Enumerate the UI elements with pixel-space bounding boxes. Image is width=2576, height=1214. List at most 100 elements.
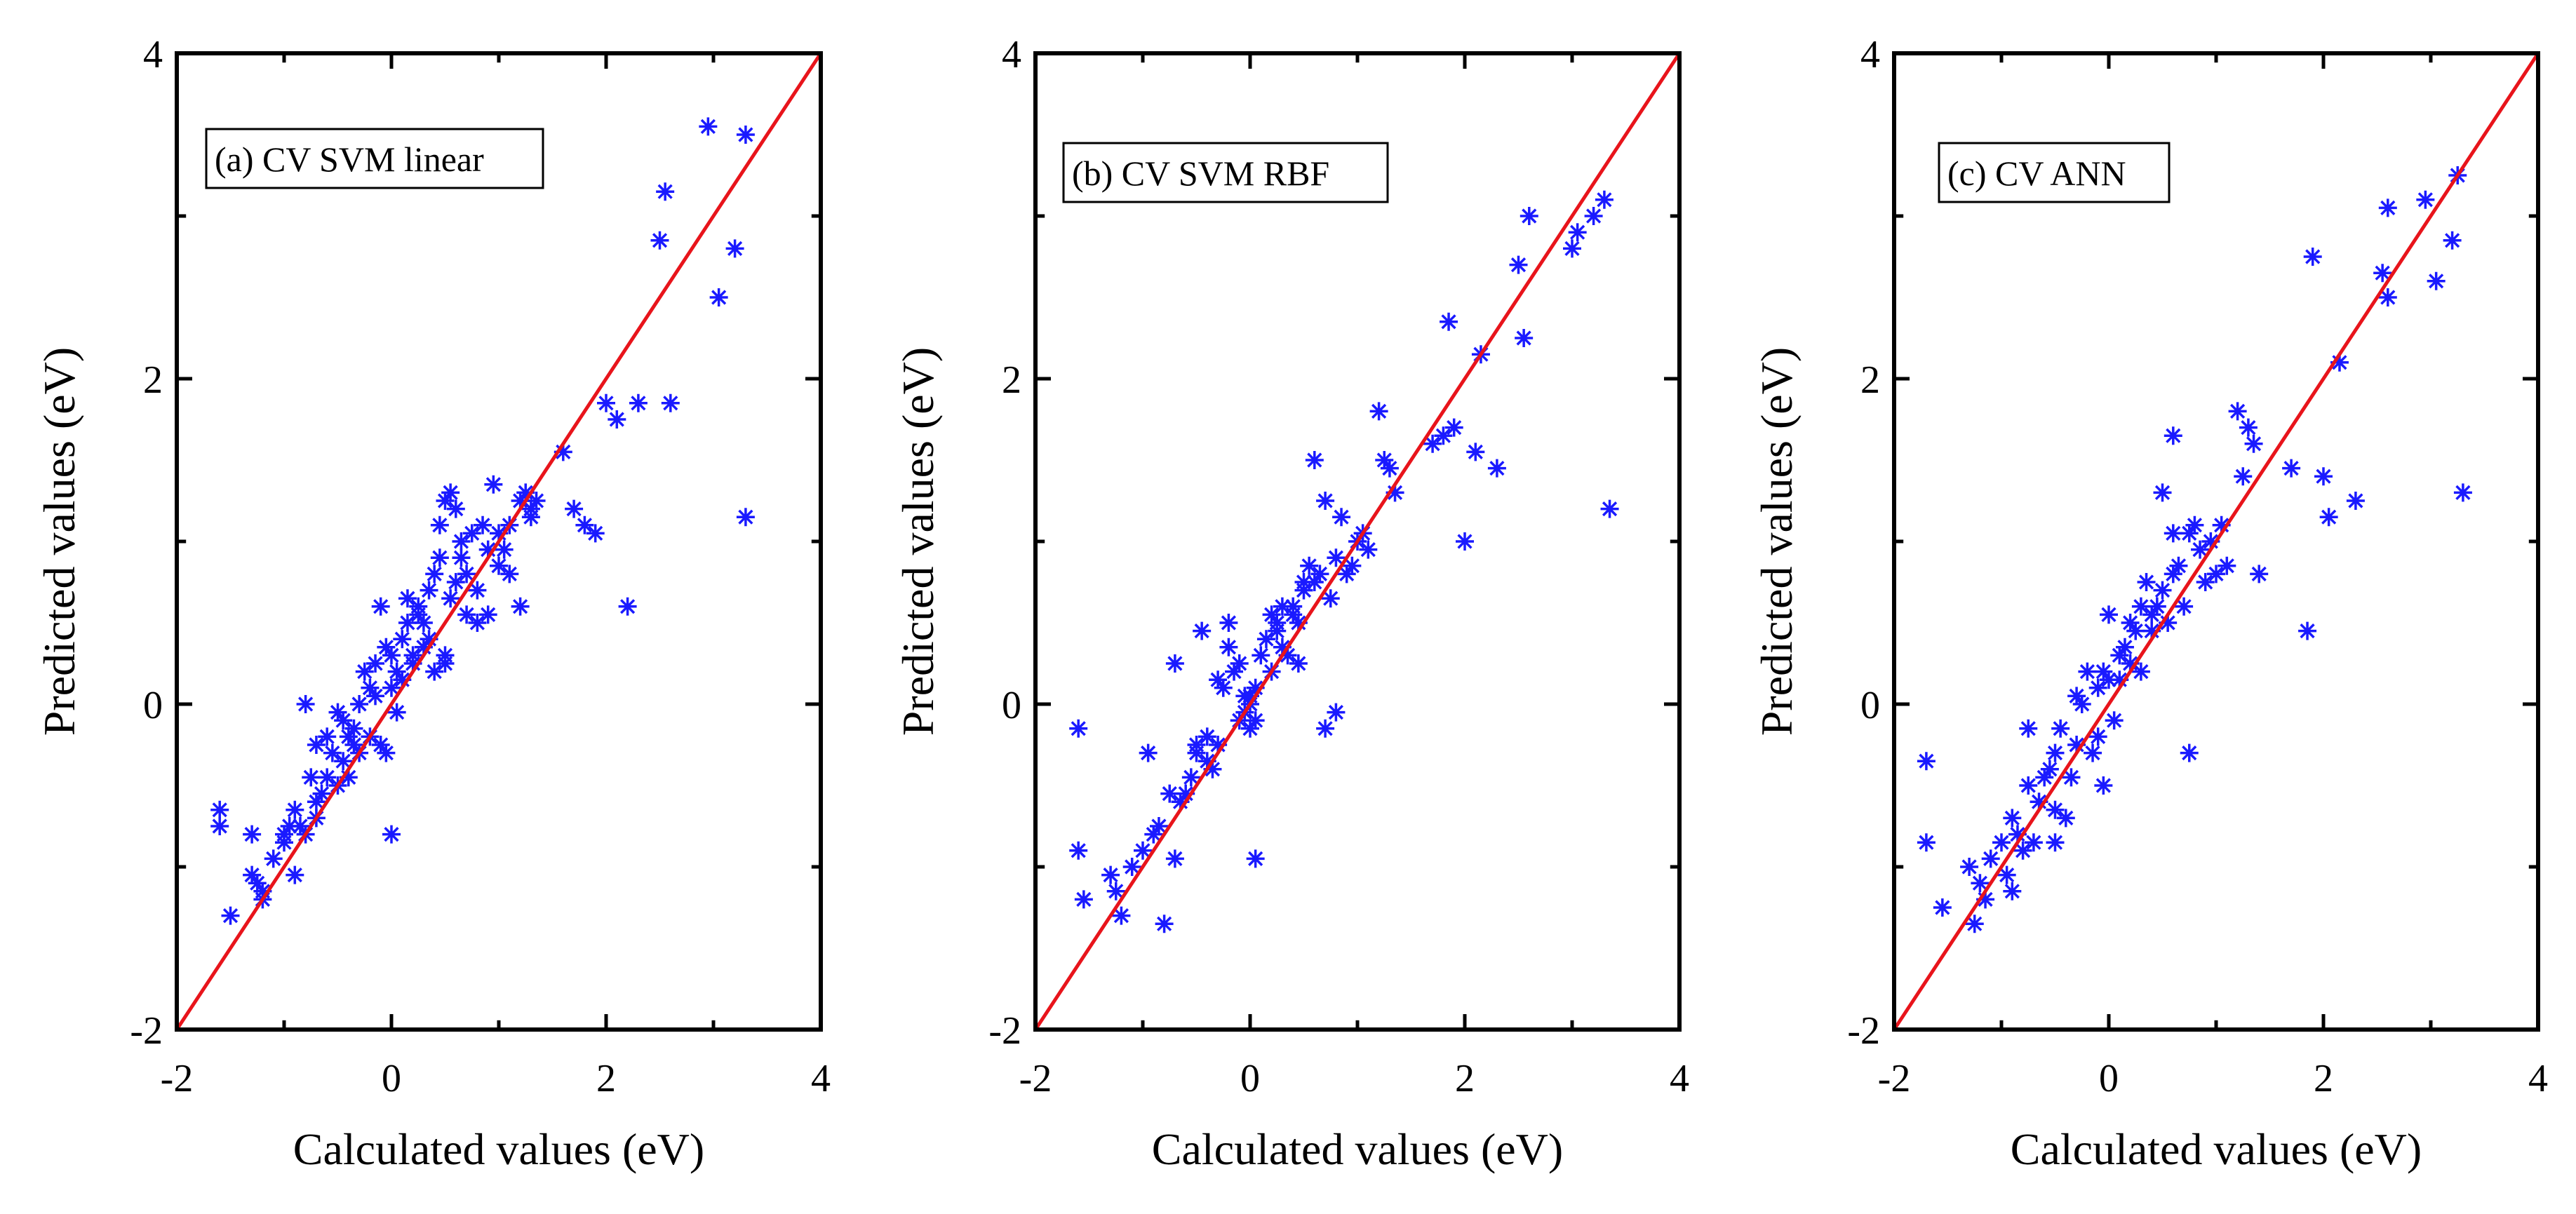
data-point-a-45 bbox=[382, 825, 401, 844]
data-point-a-87 bbox=[516, 483, 535, 502]
scatter-points-a bbox=[210, 117, 755, 925]
panel-b-svm-rbf: (b) CV SVM RBF -2 0 2 4 -2 0 2 4 Calcula… bbox=[893, 33, 1689, 1174]
data-point-a-42 bbox=[377, 743, 396, 762]
data-point-c-25 bbox=[2067, 687, 2086, 706]
data-point-a-97 bbox=[618, 597, 637, 616]
data-point-a-23 bbox=[318, 727, 337, 746]
data-point-a-14 bbox=[290, 817, 309, 835]
data-point-c-14 bbox=[2019, 776, 2038, 795]
data-point-c-86 bbox=[2046, 833, 2065, 852]
data-point-b-75 bbox=[1509, 255, 1528, 274]
data-point-a-32 bbox=[344, 719, 363, 738]
data-point-b-27 bbox=[1219, 638, 1238, 656]
x-axis-label-a: Calculated values (eV) bbox=[293, 1124, 704, 1174]
data-point-c-17 bbox=[2035, 768, 2054, 787]
y-tick-c-0: -2 bbox=[1847, 1009, 1880, 1053]
data-point-a-78 bbox=[478, 605, 497, 624]
y-tick-a-1: 0 bbox=[143, 684, 163, 727]
data-point-c-80 bbox=[2453, 483, 2472, 502]
data-point-c-8 bbox=[1992, 833, 2011, 852]
data-point-b-44 bbox=[1278, 646, 1297, 665]
data-point-a-89 bbox=[521, 508, 540, 527]
data-point-b-36 bbox=[1246, 849, 1265, 868]
data-point-b-43 bbox=[1273, 597, 1292, 616]
data-point-a-72 bbox=[457, 605, 476, 624]
data-point-b-71 bbox=[1456, 532, 1474, 551]
data-point-a-99 bbox=[650, 231, 669, 250]
data-point-c-5 bbox=[1971, 874, 1990, 893]
data-point-c-54 bbox=[2185, 515, 2204, 534]
data-point-a-77 bbox=[478, 540, 497, 559]
data-point-c-63 bbox=[2239, 418, 2258, 437]
y-tick-b-1: 0 bbox=[1002, 684, 1021, 727]
data-point-c-81 bbox=[2019, 719, 2038, 738]
reference-line-b bbox=[1035, 53, 1679, 1030]
data-point-c-18 bbox=[2040, 760, 2059, 778]
data-point-c-44 bbox=[2142, 605, 2161, 624]
data-point-c-68 bbox=[2303, 248, 2322, 266]
data-point-a-43 bbox=[382, 678, 401, 697]
data-point-c-21 bbox=[2051, 719, 2070, 738]
data-point-c-37 bbox=[2115, 638, 2134, 656]
data-point-b-62 bbox=[1359, 540, 1378, 559]
x-tick-c-2: 2 bbox=[2314, 1057, 2333, 1100]
data-point-c-30 bbox=[2088, 727, 2107, 746]
data-point-a-107 bbox=[398, 589, 417, 608]
scatter-points-b bbox=[1069, 190, 1619, 933]
data-point-a-5 bbox=[248, 874, 267, 893]
legend-label-a: (a) CV SVM linear bbox=[215, 140, 484, 179]
data-point-b-38 bbox=[1256, 630, 1275, 649]
data-point-c-26 bbox=[2072, 695, 2091, 713]
x-tick-a-1: 0 bbox=[382, 1057, 401, 1100]
data-point-b-88 bbox=[1327, 703, 1346, 722]
data-point-a-105 bbox=[736, 126, 755, 144]
data-point-a-102 bbox=[699, 117, 718, 136]
data-point-a-71 bbox=[457, 565, 476, 584]
legend-label-b: (b) CV SVM RBF bbox=[1072, 154, 1329, 193]
data-point-c-47 bbox=[2153, 483, 2172, 502]
reference-line-c bbox=[1894, 53, 2538, 1030]
data-point-c-11 bbox=[2003, 882, 2022, 901]
data-point-a-24 bbox=[323, 743, 342, 762]
data-point-b-55 bbox=[1321, 589, 1340, 608]
data-point-b-77 bbox=[1520, 207, 1538, 225]
data-point-c-39 bbox=[2121, 614, 2140, 632]
data-point-c-85 bbox=[2142, 621, 2161, 640]
data-point-b-13 bbox=[1165, 849, 1184, 868]
data-point-c-60 bbox=[2218, 556, 2236, 575]
legend-box-a: (a) CV SVM linear bbox=[205, 128, 544, 189]
data-point-a-22 bbox=[318, 768, 337, 787]
data-point-b-46 bbox=[1284, 605, 1303, 624]
data-point-b-63 bbox=[1369, 402, 1388, 421]
data-point-b-1 bbox=[1069, 841, 1088, 860]
data-point-a-65 bbox=[441, 483, 460, 502]
data-point-a-10 bbox=[275, 833, 293, 852]
data-point-c-62 bbox=[2234, 467, 2253, 486]
data-point-a-70 bbox=[452, 532, 471, 551]
data-point-b-21 bbox=[1198, 727, 1216, 746]
data-point-b-79 bbox=[1568, 223, 1587, 242]
data-point-a-106 bbox=[736, 508, 755, 527]
data-point-b-24 bbox=[1209, 670, 1228, 689]
data-point-c-19 bbox=[2046, 743, 2065, 762]
data-point-a-59 bbox=[425, 662, 444, 681]
data-point-c-53 bbox=[2180, 524, 2199, 543]
y-tick-a-0: -2 bbox=[130, 1009, 163, 1053]
x-tick-a-0: -2 bbox=[161, 1057, 194, 1100]
data-point-a-94 bbox=[586, 524, 605, 543]
data-point-b-70 bbox=[1444, 418, 1463, 437]
data-point-b-11 bbox=[1155, 915, 1174, 933]
data-point-a-16 bbox=[296, 695, 315, 713]
data-point-a-27 bbox=[334, 711, 353, 730]
x-axis-label-b: Calculated values (eV) bbox=[1152, 1124, 1563, 1174]
data-point-b-64 bbox=[1375, 451, 1394, 469]
data-point-c-45 bbox=[2147, 597, 2166, 616]
data-point-a-18 bbox=[307, 736, 326, 754]
y-tick-c-2: 2 bbox=[1860, 358, 1880, 402]
y-tick-b-3: 4 bbox=[1002, 33, 1021, 76]
data-point-b-47 bbox=[1289, 614, 1308, 632]
data-point-c-28 bbox=[2084, 743, 2102, 762]
data-point-c-35 bbox=[2110, 646, 2129, 665]
x-tick-b-2: 2 bbox=[1455, 1057, 1475, 1100]
